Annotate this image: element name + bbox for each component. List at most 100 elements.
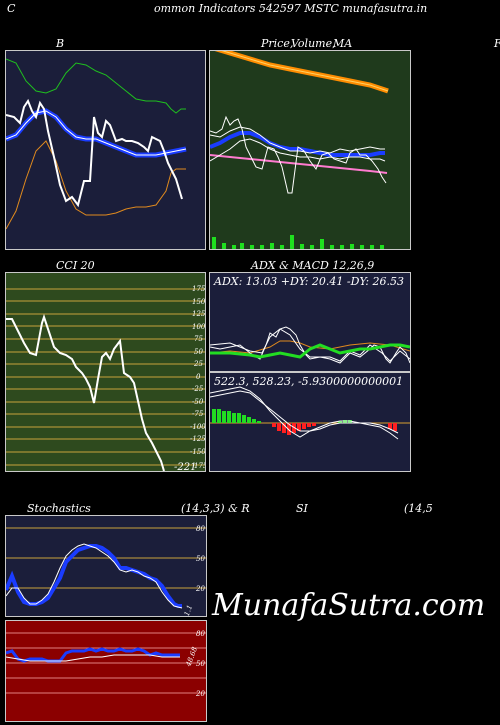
macd-bar	[282, 423, 286, 433]
macd-bar	[338, 421, 342, 423]
macd-signal-white	[210, 390, 399, 434]
rsi-line-white	[6, 654, 180, 662]
volume-bar	[380, 245, 384, 249]
rsi-tick-20: 20	[195, 690, 205, 698]
volume-bar	[300, 244, 304, 249]
cci-panel: 175 150 125 100 75 50 25 0 -25 -50 -75 -…	[5, 272, 206, 472]
stochastics-k-line	[6, 544, 182, 608]
stochastics-panel: 80 50 20 1.1	[5, 515, 207, 617]
cci-tick: -25	[192, 385, 204, 393]
price-close-line	[210, 115, 387, 194]
price-long-ma-yellow	[221, 51, 389, 92]
macd-bar	[297, 423, 301, 431]
cci-tick: 50	[194, 348, 203, 356]
macd-bar	[247, 417, 251, 423]
cci-line	[6, 313, 165, 471]
adx-title: ADX & MACD 12,26,9	[251, 259, 375, 272]
price-volume-title: Volume,	[291, 37, 336, 50]
cci-chart: 175 150 125 100 75 50 25 0 -25 -50 -75 -…	[6, 285, 205, 471]
bollinger-chart	[6, 58, 187, 230]
macd-bar	[252, 419, 256, 423]
price-title: Price,	[261, 37, 294, 50]
cci-tick: -50	[192, 398, 204, 406]
cci-tick: 100	[192, 323, 205, 331]
munafasutra-watermark: MunafaSutra.com	[212, 588, 486, 623]
rsi-panel: 80 50 20 48.68	[5, 620, 207, 722]
macd-bar	[232, 413, 236, 423]
volume-bar	[310, 245, 314, 249]
volume-bar	[270, 243, 274, 249]
rsi-chart: 80 50 20 48.68	[6, 630, 206, 698]
stochastics-chart: 80 50 20 1.1	[6, 525, 206, 616]
macd-bar	[388, 423, 392, 429]
macd-bar	[272, 423, 276, 427]
volume-bar	[350, 244, 354, 249]
stochastics-tick-20: 20	[195, 585, 205, 593]
macd-bar	[242, 415, 246, 423]
macd-bar	[212, 409, 216, 423]
macd-histogram-green	[212, 409, 352, 423]
cci-tick: -125	[190, 435, 205, 443]
macd-bar	[287, 423, 291, 435]
macd-bar	[277, 423, 281, 431]
price-ma-pink	[210, 154, 388, 174]
adx-white-line-2	[210, 328, 410, 362]
volume-bar	[280, 245, 284, 249]
cci-tick: 175	[194, 462, 205, 470]
adx-white-line-1	[210, 326, 410, 364]
cci-tick: 0	[196, 373, 201, 381]
rsi-tick-80: 80	[196, 630, 205, 638]
cci-tick: -75	[192, 410, 204, 418]
price-ma-title: MA	[333, 37, 353, 50]
price-volume-bars	[212, 235, 384, 249]
macd-line-white	[210, 386, 399, 440]
bollinger-panel	[5, 50, 206, 250]
macd-chart	[210, 386, 410, 440]
cci-tick: -100	[190, 423, 205, 431]
volume-bar	[260, 245, 264, 249]
macd-readout: 522.3, 528.23, -5.9300000000001	[214, 375, 404, 388]
cci-tick: 25	[193, 360, 203, 368]
bollinger-lower-band	[6, 140, 186, 230]
stochastics-d-line	[6, 543, 183, 609]
adx-panel: ADX: 13.03 +DY: 20.41 -DY: 26.53	[209, 272, 411, 372]
price-ma-white-1	[210, 126, 385, 154]
volume-bar	[370, 245, 374, 249]
macd-panel: 522.3, 528.23, -5.9300000000001	[209, 372, 411, 472]
volume-bar	[360, 245, 364, 249]
bollinger-middle-band-highlight	[6, 110, 187, 156]
macd-bar	[222, 411, 226, 423]
cci-tick: 175	[192, 285, 205, 293]
bollinger-upper-band	[6, 58, 186, 114]
cci-tick: 125	[192, 310, 205, 318]
macd-bar	[302, 423, 306, 429]
cci-tick: -150	[190, 448, 205, 456]
cci-tick-labels: 175 150 125 100 75 50 25 0 -25 -50 -75 -…	[190, 285, 205, 470]
stochastics-tick-80: 80	[196, 525, 205, 533]
adx-chart	[210, 326, 410, 364]
volume-bar	[330, 245, 334, 249]
macd-bar	[217, 409, 221, 423]
macd-bar	[393, 423, 397, 431]
volume-bar	[340, 245, 344, 249]
bollinger-middle-band	[6, 108, 187, 158]
cci-last-value: -221	[174, 462, 196, 471]
header-corner-letter: C	[7, 2, 16, 15]
price-ma-white-2	[210, 138, 386, 162]
cci-gridlines	[6, 288, 205, 466]
stochastics-params: (14,3,3) & R	[181, 502, 250, 515]
rsi-gridlines	[6, 632, 206, 694]
volume-bar	[222, 243, 226, 249]
bollinger-title: B	[56, 37, 65, 50]
rsi-title: SI	[296, 502, 308, 515]
macd-bar	[292, 423, 296, 433]
stochastics-title: Stochastics	[27, 502, 91, 515]
price-edge-letter: F	[494, 37, 500, 50]
volume-bar	[212, 237, 216, 249]
rsi-params: (14,5	[404, 502, 433, 515]
macd-bar	[257, 421, 261, 423]
stochastics-gridlines	[6, 527, 206, 589]
volume-bar	[290, 235, 294, 249]
adx-readout: ADX: 13.03 +DY: 20.41 -DY: 26.53	[214, 275, 405, 288]
rsi-tick-50: 50	[196, 660, 205, 668]
